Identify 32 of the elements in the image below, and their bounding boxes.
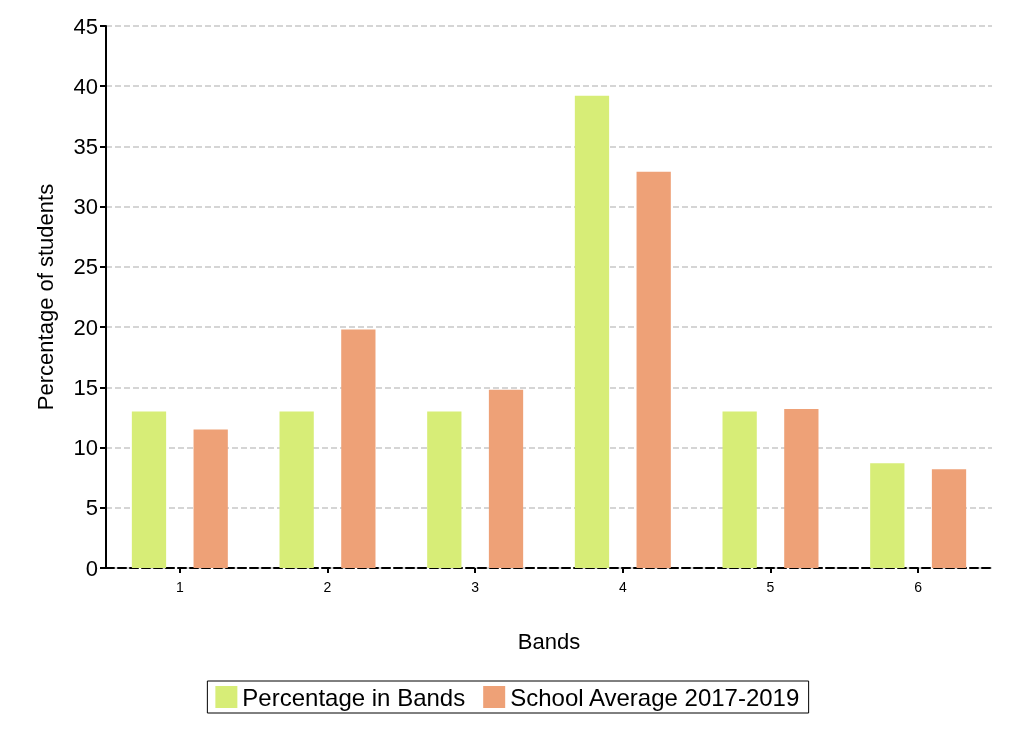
y-axis-title: Percentage of students: [32, 183, 58, 411]
y-tick-label: 35: [73, 133, 98, 159]
x-tick-label: 2: [323, 579, 332, 595]
bar: [427, 411, 462, 568]
x-tick-label: 6: [914, 579, 923, 595]
legend-label: Percentage in Bands: [242, 683, 466, 711]
y-tick-label: 30: [73, 194, 98, 220]
legend-label: School Average 2017-2019: [510, 683, 800, 711]
y-tick-label: 5: [85, 495, 98, 521]
y-tick-label: 10: [73, 435, 98, 461]
bar: [636, 171, 671, 568]
x-axis-title: Bands: [517, 628, 581, 654]
x-tick-label: 5: [766, 579, 775, 595]
y-tick-label: 25: [73, 254, 98, 280]
y-tick-label: 20: [73, 314, 98, 340]
bar: [574, 95, 610, 568]
bar: [784, 409, 819, 568]
y-tick-label: 15: [73, 374, 98, 400]
bar: [193, 429, 228, 568]
bar: [488, 389, 524, 568]
x-tick-label: 4: [618, 579, 627, 595]
y-tick-label: 45: [73, 13, 98, 39]
bar: [870, 463, 905, 568]
y-tick-label: 40: [73, 73, 98, 99]
bar: [279, 411, 314, 568]
x-tick-label: 3: [471, 579, 480, 595]
bar: [722, 411, 757, 568]
bar: [931, 469, 967, 568]
bar: [341, 329, 376, 568]
bar: [131, 411, 167, 568]
x-tick-label: 1: [175, 579, 184, 595]
y-tick-label: 0: [85, 555, 98, 581]
